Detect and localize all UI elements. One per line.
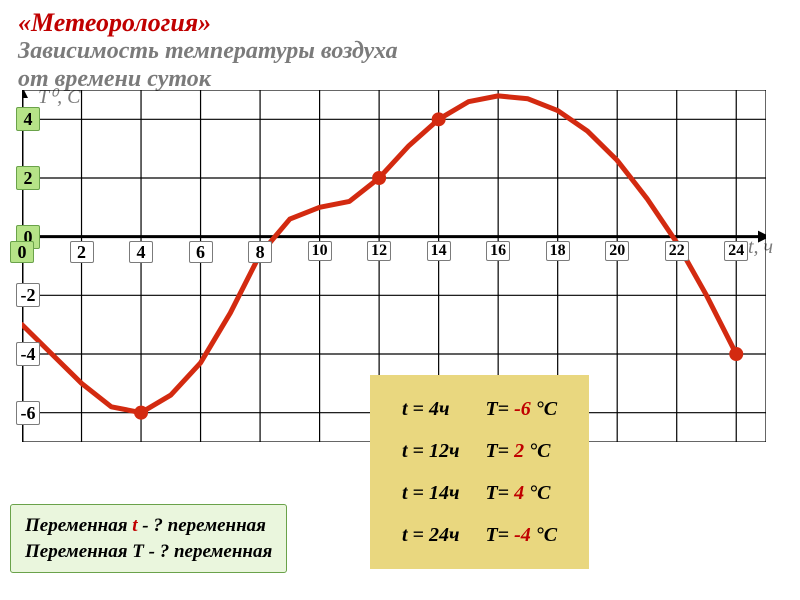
x-tick: 6 [189,241,213,263]
legend-box: Переменная t - ? переменная Переменная T… [10,504,287,573]
legend-var-T: T [132,541,144,562]
legend-l1c: - ? переменная [138,515,266,536]
x-tick: 8 [248,241,272,263]
answer-row: t = 14чT= 4 °C [390,473,569,513]
answer-row: t = 12чT= 2 °C [390,431,569,471]
title-block: «Метеорология» Зависимость температуры в… [18,8,398,93]
x-tick: 4 [129,241,153,263]
y-tick: -2 [16,283,40,307]
y-tick: 4 [16,107,40,131]
y-tick: 2 [16,166,40,190]
y-tick: -4 [16,342,40,366]
legend-l2c: - ? переменная [144,541,272,562]
x-tick: 14 [427,241,451,261]
answer-row: t = 24чT= -4 °C [390,515,569,555]
x-tick: 20 [605,241,629,261]
x-tick: 2 [70,241,94,263]
answer-T: T= -4 °C [473,515,569,555]
x-tick: 12 [367,241,391,261]
x-tick: 22 [665,241,689,261]
legend-l2a: Переменная [25,541,132,562]
answer-T: T= 2 °C [473,431,569,471]
answer-t: t = 4ч [390,389,471,429]
title-main: «Метеорология» [18,8,398,38]
title-sub1: Зависимость температуры воздуха [18,38,398,66]
x-tick: 10 [308,241,332,261]
answer-t: t = 14ч [390,473,471,513]
answer-t: t = 24ч [390,515,471,555]
answers-box: t = 4чT= -6 °Ct = 12чT= 2 °Ct = 14чT= 4 … [370,375,589,569]
x-tick: 24 [724,241,748,261]
x-tick: 16 [486,241,510,261]
y-tick: -6 [16,401,40,425]
x-tick: 18 [546,241,570,261]
answers-table: t = 4чT= -6 °Ct = 12чT= 2 °Ct = 14чT= 4 … [388,387,571,557]
x-tick: 0 [10,241,34,263]
answer-T: T= -6 °C [473,389,569,429]
answer-t: t = 12ч [390,431,471,471]
answer-T: T= 4 °C [473,473,569,513]
answer-row: t = 4чT= -6 °C [390,389,569,429]
legend-l1a: Переменная [25,515,132,536]
